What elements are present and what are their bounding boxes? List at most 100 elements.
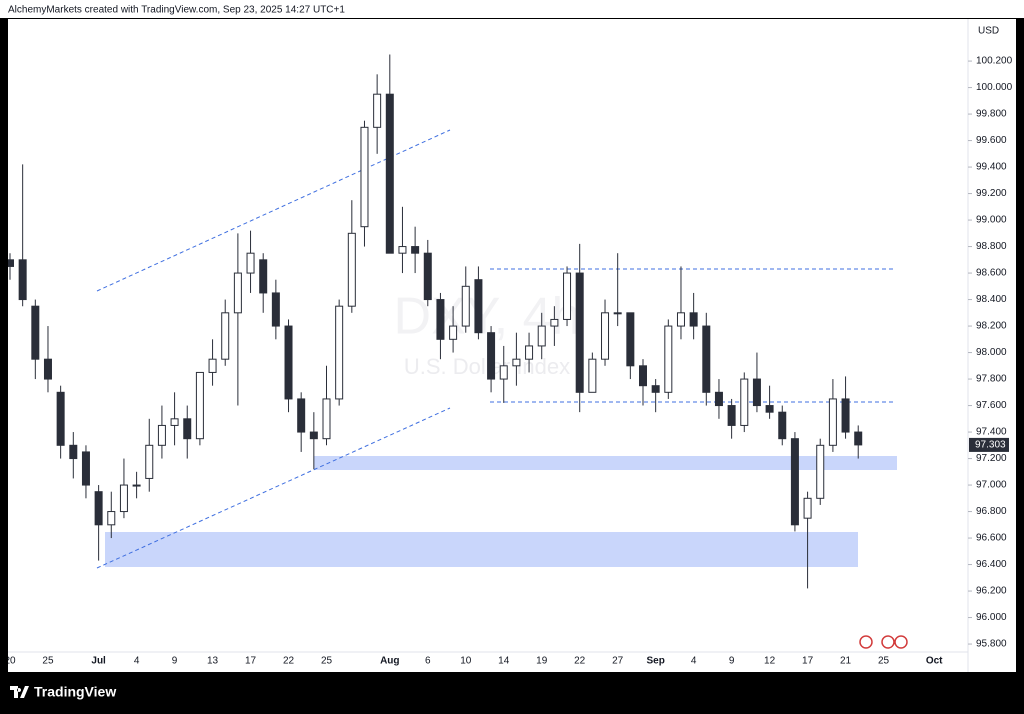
candle-body [157, 424, 166, 446]
candle-body [816, 444, 825, 499]
candle-body [702, 325, 711, 393]
y-tick-label: 99.000 [976, 215, 1007, 226]
candle-body [449, 325, 458, 340]
candle-body [246, 252, 255, 274]
y-tick-label: 98.800 [976, 241, 1007, 252]
candle-body [259, 259, 268, 294]
candle-body [512, 358, 521, 367]
candle-body [499, 365, 508, 380]
candle-body [322, 398, 331, 440]
candle-body [601, 312, 610, 360]
candle-body [233, 272, 242, 314]
watermark-symbol: DXY, 4h [394, 288, 581, 346]
candle-body [411, 246, 420, 254]
y-tick-label: 97.200 [976, 453, 1007, 464]
y-tick-label: 98.200 [976, 321, 1007, 332]
candle-body [195, 371, 204, 440]
last-price-label: 97.303 [975, 440, 1006, 451]
candle-body [537, 325, 546, 347]
candle-body [423, 252, 432, 301]
x-tick-label: 20 [4, 656, 16, 667]
x-tick-label: 21 [840, 656, 852, 667]
x-tick-label: 6 [425, 656, 431, 667]
y-tick-label: 96.800 [976, 506, 1007, 517]
candle-body [714, 391, 723, 407]
brand: TradingView [10, 684, 116, 700]
y-tick-label: 97.600 [976, 400, 1007, 411]
candle-body [689, 312, 698, 327]
candles [8, 54, 863, 589]
event-flag[interactable] [859, 635, 873, 649]
candle-body [613, 312, 622, 315]
x-tick-label: Oct [926, 656, 943, 667]
y-tick-label: 99.800 [976, 109, 1007, 120]
currency-label: USD [978, 26, 999, 37]
candle-body [854, 431, 863, 446]
candle-body [626, 312, 635, 367]
candle-body [398, 246, 407, 254]
y-tick-label: 99.400 [976, 162, 1007, 173]
candle-body [309, 431, 318, 440]
y-tick-label: 98.600 [976, 268, 1007, 279]
candle-body [639, 365, 647, 387]
x-tick-label: 17 [245, 656, 257, 667]
candle-body [651, 385, 660, 393]
candle-body [841, 398, 850, 433]
header-bar [0, 0, 1024, 18]
support-zone [314, 456, 897, 470]
time-axis: 20 25 Jul 4 9 13 17 22 25 Aug 6 10 14 19 22 27 Sep 4 9 12 17… [4, 656, 943, 667]
candle-body [56, 391, 65, 446]
demand-zone [105, 532, 858, 567]
x-tick-label: 17 [802, 656, 814, 667]
y-tick-label: 98.000 [976, 347, 1007, 358]
candle-body [132, 484, 141, 487]
candle-body [752, 378, 761, 407]
x-tick-label: 9 [172, 656, 178, 667]
event-flag[interactable] [881, 635, 895, 649]
candle-body [360, 126, 369, 228]
candle-body [335, 305, 344, 400]
x-tick-label: 19 [536, 656, 548, 667]
candle-body [828, 398, 837, 446]
y-tick-label: 98.400 [976, 294, 1007, 305]
x-tick-label: 22 [283, 656, 295, 667]
y-tick-label: 95.800 [976, 639, 1007, 650]
x-tick-label: 4 [134, 656, 140, 667]
candle-body [347, 232, 356, 307]
plot: DXY, 4h U.S. Dollar Index [8, 54, 908, 649]
x-tick-label: 22 [574, 656, 586, 667]
candle-body [94, 491, 103, 526]
candle-body [588, 358, 597, 393]
event-flag[interactable] [894, 635, 908, 649]
candle-body [550, 318, 559, 327]
candle-body [69, 444, 78, 460]
y-tick-label: 100.200 [976, 56, 1013, 67]
candle-body [727, 405, 736, 426]
candle-body [271, 292, 280, 327]
candle-body [297, 398, 306, 433]
candle-body [221, 312, 230, 360]
candle-body [740, 378, 749, 426]
x-tick-label: Jul [91, 656, 106, 667]
candle-body [107, 511, 116, 526]
x-tick-label: Aug [380, 656, 399, 667]
candle-body [525, 345, 534, 360]
x-tick-label: 12 [764, 656, 776, 667]
candle-body [676, 312, 685, 327]
candle-body [81, 451, 90, 486]
channel-lower [96, 407, 451, 569]
candle-body [208, 358, 217, 373]
x-tick-label: 4 [691, 656, 697, 667]
candle-body [284, 325, 293, 400]
y-tick-label: 97.800 [976, 374, 1007, 385]
y-tick-label: 96.000 [976, 612, 1007, 623]
candle-body [790, 438, 799, 526]
candle-body [765, 405, 774, 413]
candle-body [474, 279, 483, 334]
price-axis: 95.800 96.000 96.200 96.400 96.600 96.800 97.0… [968, 56, 1013, 650]
candle-body [487, 332, 496, 380]
watermark-name: U.S. Dollar Index [404, 354, 570, 379]
candle-body [461, 285, 470, 327]
